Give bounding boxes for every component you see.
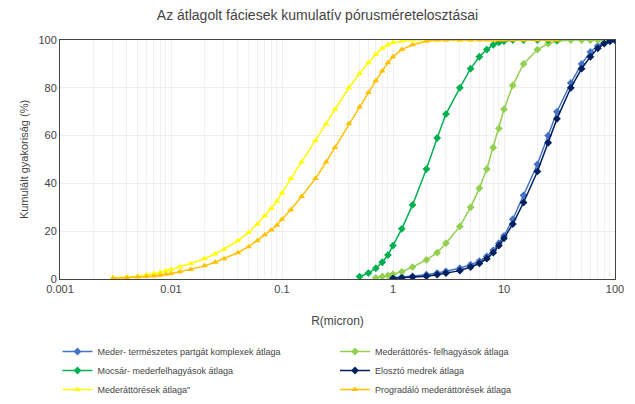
svg-text:Progradáló mederáttörések átla: Progradáló mederáttörések átlaga: [375, 385, 511, 395]
svg-text:40: 40: [45, 177, 57, 189]
svg-text:100: 100: [606, 283, 624, 295]
svg-text:0: 0: [51, 273, 57, 285]
svg-text:0.001: 0.001: [46, 283, 74, 295]
svg-text:Mocsár- mederfelhagyások átlag: Mocsár- mederfelhagyások átlaga: [98, 366, 234, 376]
svg-text:Meder- természetes partgát kom: Meder- természetes partgát komplexek átl…: [98, 347, 281, 357]
svg-text:Elosztó medrek átlaga: Elosztó medrek átlaga: [375, 366, 464, 376]
svg-text:1: 1: [390, 283, 396, 295]
svg-text:60: 60: [45, 129, 57, 141]
svg-text:20: 20: [45, 225, 57, 237]
svg-text:Mederáttörés- felhagyások átla: Mederáttörés- felhagyások átlaga: [375, 347, 509, 357]
svg-text:0.01: 0.01: [160, 283, 181, 295]
svg-text:Az átlagolt fáciesek kumulatív: Az átlagolt fáciesek kumulatív pórusmére…: [157, 7, 478, 23]
svg-text:R(micron): R(micron): [311, 314, 364, 328]
svg-text:100: 100: [38, 34, 56, 46]
svg-text:10: 10: [498, 283, 510, 295]
svg-text:Mederáttörések átlaga": Mederáttörések átlaga": [98, 385, 191, 395]
svg-text:0.1: 0.1: [274, 283, 289, 295]
svg-text:Kumulált gyakoriság (%): Kumulált gyakoriság (%): [18, 100, 30, 219]
svg-text:80: 80: [45, 82, 57, 94]
